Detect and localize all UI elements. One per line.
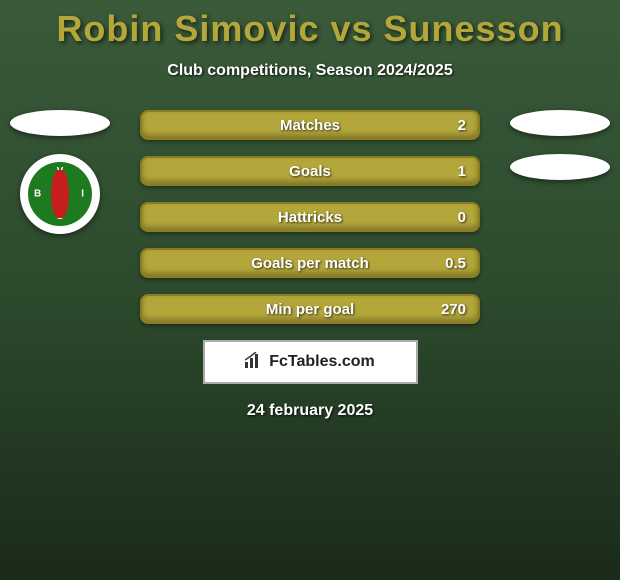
right-player-column (510, 110, 610, 198)
stat-row-mpg: Min per goal 270 (140, 294, 480, 324)
badge-stripe (51, 170, 69, 218)
stat-row-hattricks: Hattricks 0 (140, 202, 480, 232)
stat-value-right: 1 (458, 163, 466, 180)
branding-text: FcTables.com (269, 353, 375, 371)
stat-label: Hattricks (278, 209, 342, 226)
stat-value-right: 2 (458, 117, 466, 134)
left-player-avatar (10, 110, 110, 136)
stat-value-right: 0.5 (445, 255, 466, 272)
right-club-placeholder (510, 154, 610, 180)
stat-value-right: 0 (458, 209, 466, 226)
subtitle: Club competitions, Season 2024/2025 (0, 62, 620, 80)
date-label: 24 february 2025 (0, 402, 620, 420)
comparison-container: V B I S Matches 2 Goals 1 Hattricks 0 Go… (0, 110, 620, 324)
left-club-badge: V B I S (20, 154, 100, 234)
stat-row-matches: Matches 2 (140, 110, 480, 140)
stats-list: Matches 2 Goals 1 Hattricks 0 Goals per … (140, 110, 480, 324)
stat-label: Goals per match (251, 255, 369, 272)
branding-box[interactable]: FcTables.com (203, 340, 418, 384)
page-title: Robin Simovic vs Sunesson (0, 0, 620, 50)
stat-label: Matches (280, 117, 340, 134)
left-player-column: V B I S (10, 110, 110, 234)
bar-chart-icon (245, 352, 263, 373)
stat-value-right: 270 (441, 301, 466, 318)
badge-letter: B (34, 189, 41, 200)
right-player-avatar (510, 110, 610, 136)
stat-row-goals: Goals 1 (140, 156, 480, 186)
badge-letter: I (81, 189, 84, 200)
stat-row-gpm: Goals per match 0.5 (140, 248, 480, 278)
stat-label: Min per goal (266, 301, 354, 318)
stat-label: Goals (289, 163, 331, 180)
